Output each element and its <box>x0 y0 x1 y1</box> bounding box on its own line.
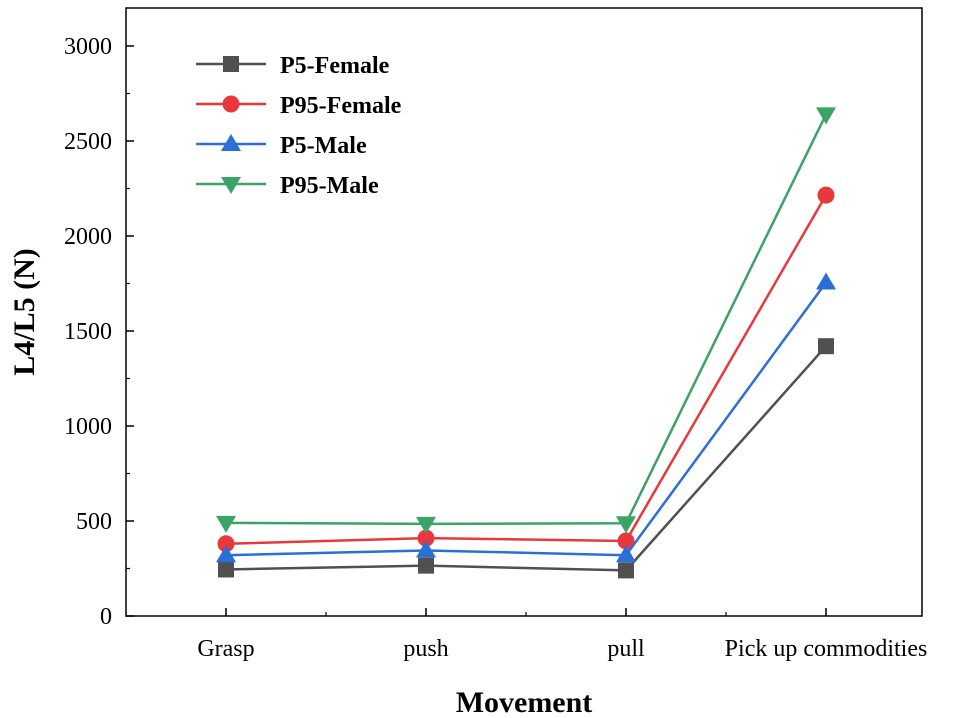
data-point-triangle-down <box>616 516 636 534</box>
legend-entry: P5-Male <box>196 133 367 159</box>
series-layer <box>216 107 836 579</box>
data-point-triangle-down <box>221 177 241 194</box>
data-point-triangle-up <box>221 134 241 151</box>
series-line <box>225 113 828 526</box>
data-point-square <box>618 562 634 579</box>
data-point-triangle-down <box>216 515 236 533</box>
y-tick-label: 3000 <box>64 34 112 60</box>
data-point-square <box>218 561 234 578</box>
data-point-triangle-up <box>816 272 836 290</box>
x-axis: Grasp push pull Pick up commodities <box>197 608 927 662</box>
x-axis-title: Movement <box>456 686 593 718</box>
y-tick-label: 2500 <box>64 129 112 155</box>
data-point-circle <box>617 532 635 550</box>
data-point-square <box>818 338 834 355</box>
data-point-circle <box>817 186 835 204</box>
series-p95-female <box>217 186 835 553</box>
data-point-triangle-down <box>816 107 836 125</box>
data-point-square <box>223 56 239 72</box>
data-point-triangle-down <box>416 516 436 534</box>
data-point-triangle-up <box>216 545 236 563</box>
series-line <box>225 345 827 572</box>
y-axis-title: L4/L5 (N) <box>8 248 41 376</box>
legend-entry: P95-Female <box>196 93 402 119</box>
legend-label: P5-Male <box>280 133 367 159</box>
y-tick-label: 2000 <box>64 224 112 250</box>
data-point-square <box>418 557 434 574</box>
series-p5-female <box>218 338 834 579</box>
legend-label: P95-Female <box>280 93 402 119</box>
series-p95-male <box>216 107 836 534</box>
series-line <box>225 194 828 546</box>
data-point-circle <box>217 535 235 553</box>
y-tick-label: 1500 <box>64 319 112 345</box>
y-tick-label: 0 <box>100 604 112 630</box>
data-point-triangle-up <box>616 545 636 563</box>
series-line <box>225 281 828 557</box>
y-tick-label: 500 <box>76 509 112 535</box>
y-tick-label: 1000 <box>64 414 112 440</box>
data-point-triangle-up <box>416 540 436 558</box>
data-point-circle <box>417 529 435 547</box>
legend-label: P5-Female <box>280 53 390 79</box>
data-point-circle <box>222 95 240 113</box>
x-tick-label: Grasp <box>197 636 254 662</box>
legend-entry: P5-Female <box>196 53 390 79</box>
x-tick-label: Pick up commodities <box>725 636 928 662</box>
x-tick-label: push <box>403 636 448 662</box>
y-axis: 0 500 1000 1500 2000 2500 3000 <box>64 34 134 630</box>
plot-frame <box>125 7 923 617</box>
series-p5-male <box>216 272 836 563</box>
legend-label: P95-Male <box>280 173 379 199</box>
legend-entry: P95-Male <box>196 173 379 199</box>
x-tick-label: pull <box>607 636 645 662</box>
legend: P5-Female P95-Female P5-Male P95-Male <box>196 53 402 199</box>
